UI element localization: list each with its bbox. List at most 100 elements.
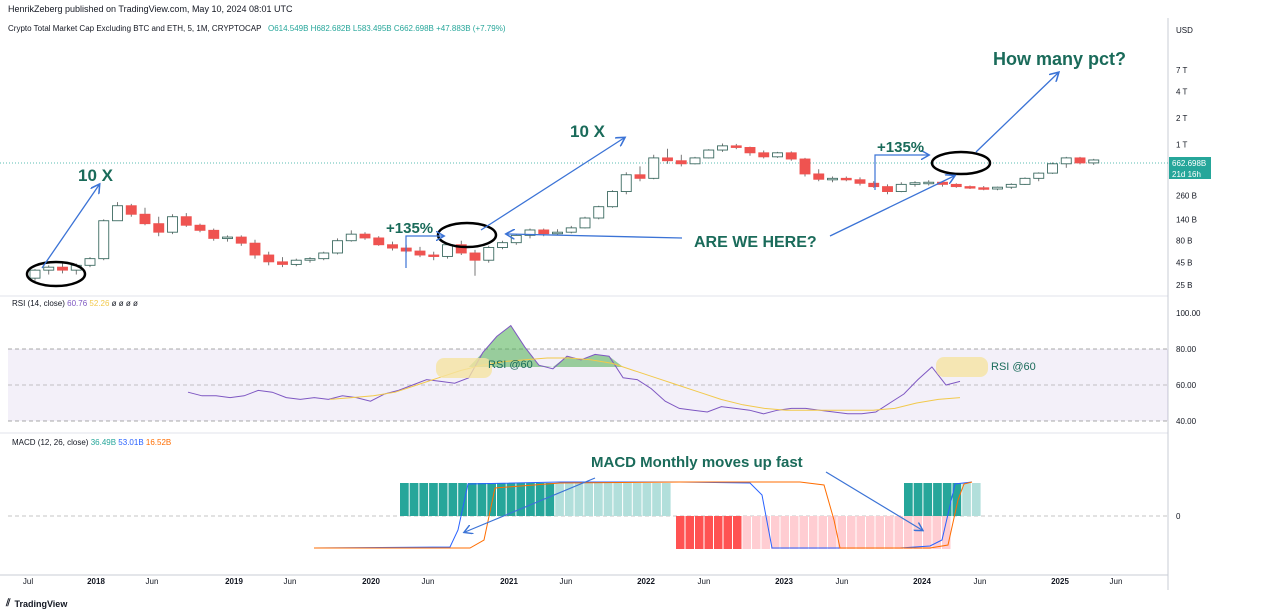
- annotation-rsi60-left: RSI @60: [488, 359, 533, 371]
- macd-histogram-bar: [752, 516, 761, 549]
- arrow-how-many: [975, 73, 1058, 153]
- macd-histogram-bar: [603, 483, 613, 516]
- macd-histogram-bar: [828, 516, 837, 549]
- candle: [524, 229, 536, 236]
- macd-histogram-bar: [535, 483, 545, 516]
- macd-histogram-bar: [448, 483, 458, 516]
- candle: [510, 234, 522, 244]
- macd-histogram-bar: [885, 516, 894, 549]
- time-axis-tick: Jun: [284, 577, 297, 586]
- macd-histogram-bar: [771, 516, 780, 549]
- candle: [840, 177, 852, 181]
- candle: [1074, 157, 1086, 164]
- symbol-legend: Crypto Total Market Cap Excluding BTC an…: [8, 24, 505, 33]
- candle: [29, 269, 41, 279]
- macd-histogram-bar: [613, 483, 623, 516]
- candle: [565, 227, 577, 233]
- macd-histogram-bar: [942, 516, 951, 549]
- rsi-title: RSI (14, close): [12, 299, 65, 308]
- time-axis-tick: 2023: [775, 577, 793, 586]
- macd-legend: MACD (12, 26, close) 36.49B 53.01B 16.52…: [12, 438, 171, 447]
- bracket-135-right: [874, 155, 928, 190]
- candle: [304, 258, 316, 261]
- time-axis-tick: 2025: [1051, 577, 1069, 586]
- macd-histogram-bar: [923, 483, 933, 516]
- candle: [552, 231, 563, 235]
- candle: [758, 152, 770, 158]
- macd-hist-value: 16.52B: [145, 438, 172, 447]
- rsi-group: 40.00 60.00 80.00 100.00: [187, 309, 1201, 426]
- candle: [125, 205, 137, 215]
- price-badge-bg: [1169, 157, 1211, 168]
- candle: [208, 229, 220, 239]
- currency-label[interactable]: USD: [1176, 26, 1193, 35]
- annotation-135-left: +135%: [386, 220, 433, 237]
- arrow-macd-left: [465, 477, 596, 532]
- candle: [730, 145, 742, 148]
- macd-histogram-bar: [942, 483, 952, 516]
- candle: [483, 247, 495, 261]
- price-axis-tick: 140 B: [1176, 215, 1197, 224]
- macd-histogram-bar: [632, 483, 642, 516]
- candle: [992, 186, 1003, 190]
- circle-2024: [930, 150, 992, 176]
- rsi-axis-tick: 80.00: [1176, 345, 1197, 354]
- candle: [497, 242, 508, 248]
- macd-histogram-bar: [971, 483, 981, 516]
- macd-histogram-bar: [564, 483, 574, 516]
- macd-histogram-bar: [477, 483, 487, 516]
- annotation-macd: MACD Monthly moves up fast: [591, 454, 803, 471]
- rsi-axis-tick: 60.00: [1176, 381, 1197, 390]
- price-axis-tick: 4 T: [1176, 87, 1188, 96]
- candle: [153, 223, 165, 233]
- time-axis-tick: Jun: [146, 577, 159, 586]
- candle: [744, 147, 756, 154]
- footer-brand: TradingView: [14, 598, 68, 609]
- candle: [98, 220, 110, 260]
- tradingview-logo-icon: ⫽: [6, 598, 11, 609]
- macd-histogram-bar: [506, 483, 516, 516]
- macd-histogram-bar: [676, 516, 685, 549]
- axes-group: 25 B 45 B 80 B 140 B 260 B 1 T 2 T 4 T 7 T Jul 201…: [23, 66, 1197, 586]
- macd-histogram-bar: [761, 516, 770, 549]
- macd-histogram-bar: [661, 483, 671, 516]
- candle: [290, 259, 302, 265]
- annotation-10x-mid: 10 X: [570, 122, 606, 141]
- candle: [469, 252, 481, 261]
- candle: [442, 244, 453, 257]
- rsi-ma-line: [329, 357, 961, 411]
- candle: [1033, 172, 1045, 179]
- price-axis-tick: 7 T: [1176, 66, 1188, 75]
- candle: [57, 266, 68, 271]
- candle: [593, 206, 605, 219]
- rsi-extra: ø ø ø ø: [111, 299, 138, 308]
- candle: [689, 157, 701, 165]
- rsi-legend: RSI (14, close) 60.76 52.26 ø ø ø ø: [12, 299, 138, 308]
- macd-histogram-bar: [799, 516, 808, 549]
- price-axis-tick: 25 B: [1176, 281, 1192, 290]
- macd-group: 0: [313, 481, 1181, 549]
- arrow-are-we-here-left: [507, 234, 683, 238]
- macd-histogram-bar: [952, 483, 962, 516]
- candle: [455, 244, 467, 254]
- candle: [180, 216, 192, 226]
- rsi-overbought-fill: [468, 325, 624, 367]
- annotation-rsi60-right: RSI @60: [991, 361, 1036, 373]
- candle: [675, 160, 687, 165]
- macd-histogram-bar: [497, 483, 506, 516]
- time-axis-tick: 2022: [637, 577, 655, 586]
- ohlc-values: O614.549B H682.682B L583.495B C662.698B …: [267, 24, 506, 33]
- macd-value: 36.49B: [90, 438, 117, 447]
- macd-histogram-bar: [837, 516, 846, 549]
- candle: [813, 173, 825, 180]
- candle: [345, 233, 357, 242]
- rsi-highlight-right: [936, 357, 988, 377]
- candle: [235, 236, 247, 244]
- candle: [1060, 157, 1072, 165]
- arrow-macd-right: [825, 471, 922, 530]
- candle: [318, 252, 330, 260]
- macd-histogram-bar: [847, 516, 856, 549]
- candle: [538, 229, 550, 235]
- macd-histogram-bar: [742, 516, 751, 549]
